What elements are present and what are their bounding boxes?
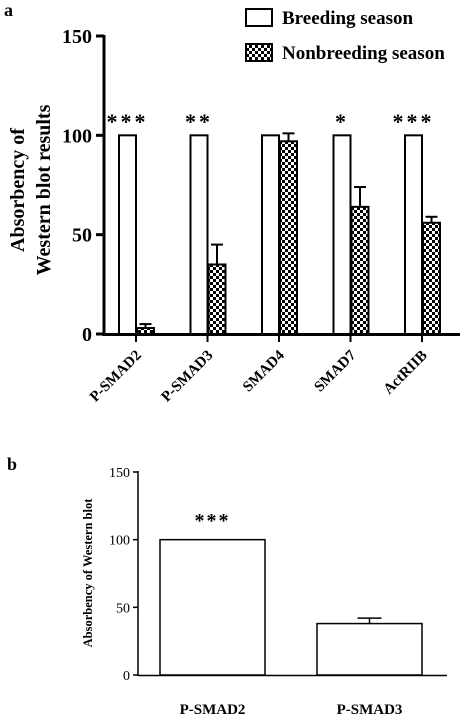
panel-a-y-tick-label: 50 bbox=[72, 225, 92, 247]
panel-a-bar-breeding bbox=[332, 134, 352, 335]
panel-b-x-tick-label: P-SMAD3 bbox=[337, 702, 403, 718]
legend-label-nonbreeding: Nonbreeding season bbox=[282, 43, 445, 64]
panel-a-bar-breeding bbox=[404, 134, 423, 335]
legend-swatch-nonbreeding bbox=[245, 43, 273, 62]
panel-a-y-tick-label: 150 bbox=[62, 26, 92, 48]
panel-b-y-tick-label: 50 bbox=[116, 601, 130, 616]
panel-a-x-tick-label: P-SMAD3 bbox=[158, 348, 216, 406]
legend-item-breeding: Breeding season bbox=[245, 8, 414, 29]
legend-item-nonbreeding: Nonbreeding season bbox=[245, 43, 445, 64]
panel-b-y-tick-label: 150 bbox=[109, 466, 130, 481]
panel-a-x-tick-label: SMAD7 bbox=[311, 347, 359, 395]
panel-a-y-tick-label: 0 bbox=[82, 324, 92, 346]
panel-b-chart: b Absorbency of Western blot 0 50 100 150 P… bbox=[7, 454, 447, 718]
panel-b-y-tick-label: 0 bbox=[123, 669, 130, 684]
panel-a-chart: a Absorbency of Western blot results 0 50… bbox=[4, 0, 460, 405]
panel-a-significance-marker: *** bbox=[393, 109, 435, 134]
legend-label-breeding: Breeding season bbox=[282, 8, 414, 29]
panel-b-significance-marker: *** bbox=[195, 510, 231, 532]
panel-a-significance-marker: *** bbox=[107, 109, 149, 134]
panel-b-bar bbox=[159, 538, 266, 676]
panel-a-bar-nonbreeding bbox=[207, 263, 227, 336]
panel-a-bar-breeding bbox=[261, 134, 280, 335]
panel-b-label: b bbox=[7, 454, 17, 474]
panel-a-x-tick-label: SMAD4 bbox=[240, 347, 288, 395]
panel-a-bar-nonbreeding bbox=[136, 327, 155, 336]
panel-b-x-tick-label: P-SMAD2 bbox=[180, 702, 246, 718]
panel-a-x-tick-label: P-SMAD2 bbox=[87, 348, 145, 406]
panel-a-y-axis-title: Absorbency of Western blot results bbox=[7, 104, 55, 275]
panel-a-significance-marker: * bbox=[335, 109, 349, 134]
panel-a-bar-breeding bbox=[189, 134, 209, 335]
panel-b-bar bbox=[316, 622, 423, 676]
panel-a-label: a bbox=[4, 0, 13, 20]
panel-a-bar-nonbreeding bbox=[350, 205, 370, 335]
panel-b-y-tick-label: 100 bbox=[109, 534, 130, 549]
panel-a-x-tick-label: ActRIIB bbox=[381, 348, 431, 398]
panel-a-y-axis-title-line-1: Absorbency of bbox=[7, 128, 29, 252]
panel-a-bar-nonbreeding bbox=[422, 221, 441, 336]
panel-a-bar-breeding bbox=[118, 134, 137, 335]
panel-a-y-tick-label: 100 bbox=[62, 125, 92, 147]
panel-b-y-axis-title: Absorbency of Western blot bbox=[81, 498, 95, 648]
panel-a-bar-nonbreeding bbox=[279, 140, 298, 335]
panel-a-significance-marker: ** bbox=[185, 109, 213, 134]
panel-a-y-axis-title-line-2: Western blot results bbox=[33, 104, 55, 275]
legend-swatch-breeding bbox=[245, 8, 273, 27]
panel-a-legend: Breeding season Nonbreeding season bbox=[245, 8, 445, 64]
